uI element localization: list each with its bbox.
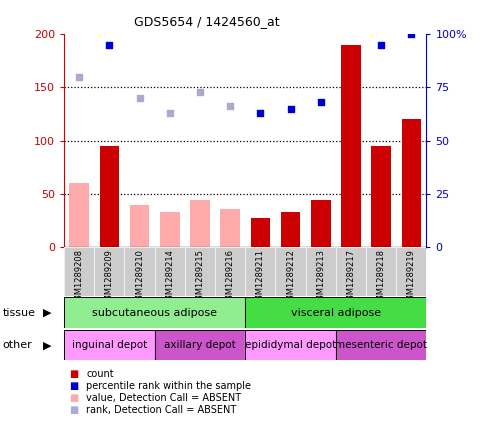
- Text: percentile rank within the sample: percentile rank within the sample: [86, 381, 251, 391]
- Bar: [155, 330, 246, 360]
- Text: GSM1289218: GSM1289218: [377, 249, 386, 305]
- Text: GSM1289210: GSM1289210: [135, 249, 144, 305]
- Text: GSM1289209: GSM1289209: [105, 249, 114, 305]
- Text: GSM1289219: GSM1289219: [407, 249, 416, 305]
- Text: GSM1289214: GSM1289214: [165, 249, 175, 305]
- Point: [407, 30, 415, 37]
- Bar: [336, 247, 366, 296]
- Point: [196, 88, 204, 95]
- Point: [377, 41, 385, 48]
- Bar: [220, 209, 240, 247]
- Bar: [306, 247, 336, 296]
- Bar: [155, 330, 246, 360]
- Bar: [336, 247, 366, 296]
- Text: GSM1289211: GSM1289211: [256, 249, 265, 305]
- Bar: [341, 44, 361, 247]
- Bar: [64, 247, 94, 296]
- Bar: [401, 119, 421, 247]
- Text: ■: ■: [69, 381, 78, 391]
- Text: ▶: ▶: [42, 308, 51, 318]
- Point: [75, 73, 83, 80]
- Bar: [276, 247, 306, 296]
- Bar: [366, 247, 396, 296]
- Text: count: count: [86, 369, 114, 379]
- Bar: [124, 247, 155, 296]
- Bar: [155, 247, 185, 296]
- Point: [347, 3, 355, 9]
- Point: [106, 41, 113, 48]
- Bar: [64, 330, 155, 360]
- Text: mesenteric depot: mesenteric depot: [335, 340, 427, 350]
- Text: epididymal depot: epididymal depot: [245, 340, 336, 350]
- Text: ■: ■: [69, 393, 78, 403]
- Bar: [396, 247, 426, 296]
- Text: GSM1289215: GSM1289215: [195, 249, 205, 305]
- Bar: [311, 201, 331, 247]
- Bar: [215, 247, 246, 296]
- Point: [226, 103, 234, 110]
- Text: other: other: [2, 340, 32, 350]
- Text: ■: ■: [69, 369, 78, 379]
- Text: axillary depot: axillary depot: [164, 340, 236, 350]
- Point: [166, 110, 174, 116]
- Text: tissue: tissue: [2, 308, 35, 318]
- Bar: [100, 146, 119, 247]
- Bar: [94, 247, 124, 296]
- Bar: [336, 330, 426, 360]
- Bar: [64, 297, 246, 328]
- Bar: [155, 247, 185, 296]
- Text: GSM1289212: GSM1289212: [286, 249, 295, 305]
- Text: ■: ■: [69, 405, 78, 415]
- Point: [286, 105, 294, 112]
- Text: GSM1289216: GSM1289216: [226, 249, 235, 305]
- Bar: [190, 201, 210, 247]
- Bar: [276, 247, 306, 296]
- Bar: [366, 247, 396, 296]
- Bar: [70, 184, 89, 247]
- Text: GSM1289217: GSM1289217: [347, 249, 355, 305]
- Text: GDS5654 / 1424560_at: GDS5654 / 1424560_at: [134, 15, 280, 28]
- Point: [317, 99, 325, 106]
- Bar: [185, 247, 215, 296]
- Bar: [246, 330, 336, 360]
- Bar: [306, 247, 336, 296]
- Bar: [130, 205, 149, 247]
- Bar: [246, 297, 426, 328]
- Text: inguinal depot: inguinal depot: [72, 340, 147, 350]
- Bar: [281, 212, 300, 247]
- Bar: [64, 330, 155, 360]
- Bar: [250, 217, 270, 247]
- Bar: [124, 247, 155, 296]
- Text: GSM1289208: GSM1289208: [74, 249, 84, 305]
- Bar: [215, 247, 246, 296]
- Text: ▶: ▶: [42, 340, 51, 350]
- Text: rank, Detection Call = ABSENT: rank, Detection Call = ABSENT: [86, 405, 237, 415]
- Bar: [160, 212, 179, 247]
- Bar: [245, 247, 276, 296]
- Bar: [94, 247, 124, 296]
- Bar: [64, 247, 94, 296]
- Point: [136, 95, 143, 102]
- Bar: [371, 146, 391, 247]
- Bar: [64, 297, 246, 328]
- Bar: [336, 330, 426, 360]
- Text: subcutaneous adipose: subcutaneous adipose: [92, 308, 217, 318]
- Bar: [246, 297, 426, 328]
- Bar: [245, 247, 276, 296]
- Text: GSM1289213: GSM1289213: [316, 249, 325, 305]
- Text: value, Detection Call = ABSENT: value, Detection Call = ABSENT: [86, 393, 242, 403]
- Bar: [246, 330, 336, 360]
- Text: visceral adipose: visceral adipose: [291, 308, 381, 318]
- Bar: [185, 247, 215, 296]
- Point: [256, 110, 264, 116]
- Bar: [396, 247, 426, 296]
